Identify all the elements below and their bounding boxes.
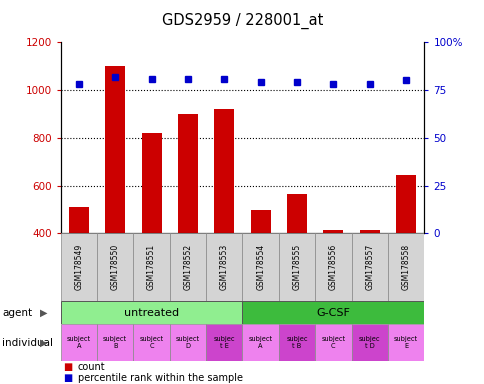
Bar — [97, 233, 133, 301]
Bar — [315, 324, 351, 361]
Bar — [242, 233, 278, 301]
Text: agent: agent — [2, 308, 32, 318]
Bar — [178, 114, 197, 233]
Text: ■: ■ — [63, 373, 72, 383]
Text: subjec
t D: subjec t D — [358, 336, 380, 349]
Bar — [169, 324, 206, 361]
Text: subjec
t E: subjec t E — [213, 336, 235, 349]
Text: ▶: ▶ — [40, 338, 47, 348]
Bar — [169, 233, 206, 301]
Text: individual: individual — [2, 338, 53, 348]
Text: subject
D: subject D — [176, 336, 199, 349]
Text: GSM178555: GSM178555 — [292, 244, 301, 290]
Text: GSM178550: GSM178550 — [110, 244, 120, 290]
Text: subject
C: subject C — [139, 336, 163, 349]
Text: GSM178557: GSM178557 — [364, 244, 374, 290]
Bar — [133, 233, 169, 301]
Bar — [206, 324, 242, 361]
Bar — [69, 207, 89, 233]
Bar — [242, 324, 278, 361]
Text: subject
E: subject E — [393, 336, 417, 349]
Bar — [60, 324, 97, 361]
Text: subject
B: subject B — [103, 336, 127, 349]
Text: subject
A: subject A — [248, 336, 272, 349]
Bar — [278, 324, 315, 361]
Bar — [206, 233, 242, 301]
Bar — [133, 324, 169, 361]
Text: GDS2959 / 228001_at: GDS2959 / 228001_at — [162, 13, 322, 29]
Bar — [141, 133, 161, 233]
Text: subject
A: subject A — [67, 336, 91, 349]
Text: GSM178551: GSM178551 — [147, 244, 156, 290]
Bar — [359, 230, 379, 233]
Text: ■: ■ — [63, 362, 72, 372]
Bar — [395, 175, 415, 233]
Bar — [214, 109, 234, 233]
Text: GSM178553: GSM178553 — [219, 244, 228, 290]
Text: percentile rank within the sample: percentile rank within the sample — [77, 373, 242, 383]
Bar — [287, 194, 306, 233]
Text: GSM178552: GSM178552 — [183, 244, 192, 290]
Text: GSM178556: GSM178556 — [328, 244, 337, 290]
Bar — [323, 230, 343, 233]
Text: untreated: untreated — [124, 308, 179, 318]
Text: GSM178554: GSM178554 — [256, 244, 265, 290]
Bar — [351, 233, 387, 301]
Text: GSM178558: GSM178558 — [401, 244, 410, 290]
Bar — [387, 324, 424, 361]
Bar — [105, 66, 125, 233]
Text: G-CSF: G-CSF — [316, 308, 349, 318]
Bar — [278, 233, 315, 301]
Text: count: count — [77, 362, 105, 372]
Text: subjec
t B: subjec t B — [286, 336, 307, 349]
Bar — [351, 324, 387, 361]
Text: GSM178549: GSM178549 — [74, 244, 83, 290]
Bar — [60, 233, 97, 301]
Bar — [387, 233, 424, 301]
Bar — [60, 301, 242, 324]
Text: ▶: ▶ — [40, 308, 47, 318]
Text: subject
C: subject C — [321, 336, 345, 349]
Bar — [250, 210, 270, 233]
Bar — [97, 324, 133, 361]
Bar — [315, 233, 351, 301]
Bar — [242, 301, 424, 324]
